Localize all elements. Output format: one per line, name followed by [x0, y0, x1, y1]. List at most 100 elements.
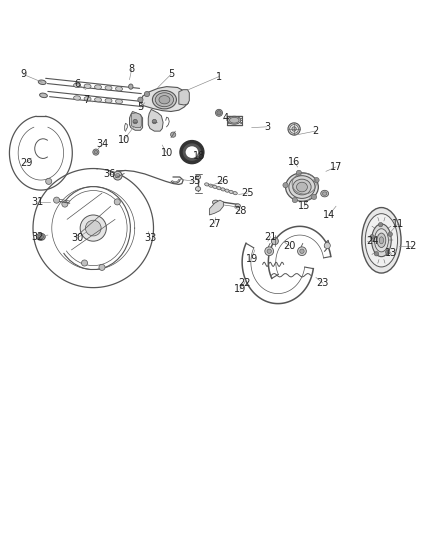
Circle shape — [272, 238, 279, 245]
Text: 34: 34 — [96, 139, 108, 149]
Circle shape — [314, 177, 319, 183]
Circle shape — [283, 183, 288, 188]
Ellipse shape — [208, 184, 213, 187]
Text: 36: 36 — [103, 169, 115, 179]
Circle shape — [215, 109, 223, 116]
Ellipse shape — [235, 204, 240, 208]
Ellipse shape — [379, 237, 384, 244]
Circle shape — [133, 119, 138, 124]
Circle shape — [265, 247, 274, 256]
Ellipse shape — [377, 233, 386, 247]
Ellipse shape — [159, 95, 170, 104]
Text: 29: 29 — [20, 158, 32, 167]
Text: 12: 12 — [405, 240, 417, 251]
Ellipse shape — [36, 233, 45, 240]
Circle shape — [80, 215, 106, 241]
Circle shape — [324, 243, 330, 248]
Circle shape — [296, 170, 301, 175]
Text: 4: 4 — [223, 113, 229, 123]
Circle shape — [300, 249, 304, 253]
Ellipse shape — [185, 146, 199, 159]
Ellipse shape — [195, 175, 201, 179]
Text: 1: 1 — [216, 71, 222, 82]
Ellipse shape — [322, 192, 327, 195]
Polygon shape — [209, 200, 223, 215]
Ellipse shape — [297, 182, 307, 192]
Ellipse shape — [74, 83, 81, 87]
Ellipse shape — [105, 86, 112, 90]
Polygon shape — [179, 90, 189, 105]
Circle shape — [138, 97, 143, 102]
Text: 23: 23 — [317, 278, 329, 288]
Polygon shape — [130, 111, 143, 130]
Ellipse shape — [225, 189, 229, 192]
Text: 26: 26 — [216, 176, 229, 187]
Text: 11: 11 — [392, 219, 404, 229]
Text: 22: 22 — [238, 278, 251, 288]
Text: 27: 27 — [208, 219, 221, 229]
Text: 5: 5 — [168, 69, 174, 79]
Text: 28: 28 — [234, 206, 246, 216]
Ellipse shape — [195, 187, 201, 191]
Text: 7: 7 — [83, 95, 89, 104]
Ellipse shape — [221, 188, 225, 191]
Text: 31: 31 — [32, 197, 44, 207]
Text: 14: 14 — [323, 210, 335, 220]
Circle shape — [378, 222, 383, 227]
Text: 20: 20 — [283, 240, 296, 251]
Ellipse shape — [38, 80, 46, 85]
Text: 33: 33 — [144, 233, 156, 243]
Ellipse shape — [292, 127, 296, 131]
Ellipse shape — [230, 117, 239, 123]
Ellipse shape — [84, 96, 91, 101]
Text: 25: 25 — [241, 188, 254, 198]
Ellipse shape — [181, 142, 203, 163]
Ellipse shape — [288, 123, 300, 135]
Circle shape — [297, 247, 306, 256]
Ellipse shape — [84, 84, 91, 88]
Polygon shape — [131, 113, 141, 128]
Circle shape — [267, 249, 272, 253]
Ellipse shape — [289, 176, 315, 198]
Ellipse shape — [293, 179, 311, 195]
Ellipse shape — [321, 190, 328, 197]
Circle shape — [311, 195, 317, 199]
Text: 19: 19 — [234, 284, 246, 294]
Circle shape — [85, 220, 101, 236]
Ellipse shape — [129, 84, 133, 89]
Text: 16: 16 — [288, 157, 300, 167]
Text: 21: 21 — [264, 232, 277, 242]
Circle shape — [46, 179, 52, 184]
Ellipse shape — [116, 86, 123, 91]
Circle shape — [81, 260, 88, 266]
Text: 32: 32 — [32, 232, 44, 242]
Ellipse shape — [95, 85, 102, 89]
Circle shape — [99, 264, 105, 270]
Text: 24: 24 — [367, 236, 379, 246]
Circle shape — [93, 149, 99, 155]
Polygon shape — [148, 109, 163, 131]
Circle shape — [114, 199, 120, 205]
Circle shape — [116, 174, 120, 178]
Text: 19: 19 — [246, 254, 258, 264]
Ellipse shape — [286, 173, 318, 201]
Ellipse shape — [155, 93, 173, 107]
Ellipse shape — [39, 93, 47, 98]
Text: 3: 3 — [264, 122, 270, 132]
Ellipse shape — [362, 207, 401, 273]
Text: 17: 17 — [330, 162, 342, 172]
Text: 5: 5 — [137, 102, 144, 112]
Ellipse shape — [290, 125, 298, 133]
Ellipse shape — [38, 235, 43, 239]
Circle shape — [113, 171, 122, 180]
Ellipse shape — [74, 96, 81, 100]
Text: 8: 8 — [129, 64, 135, 74]
Circle shape — [374, 252, 378, 256]
Ellipse shape — [152, 91, 177, 109]
Polygon shape — [141, 87, 188, 111]
Text: 18: 18 — [193, 151, 205, 161]
Ellipse shape — [212, 200, 219, 205]
Text: 10: 10 — [160, 148, 173, 158]
Ellipse shape — [229, 190, 233, 193]
Circle shape — [388, 232, 392, 236]
